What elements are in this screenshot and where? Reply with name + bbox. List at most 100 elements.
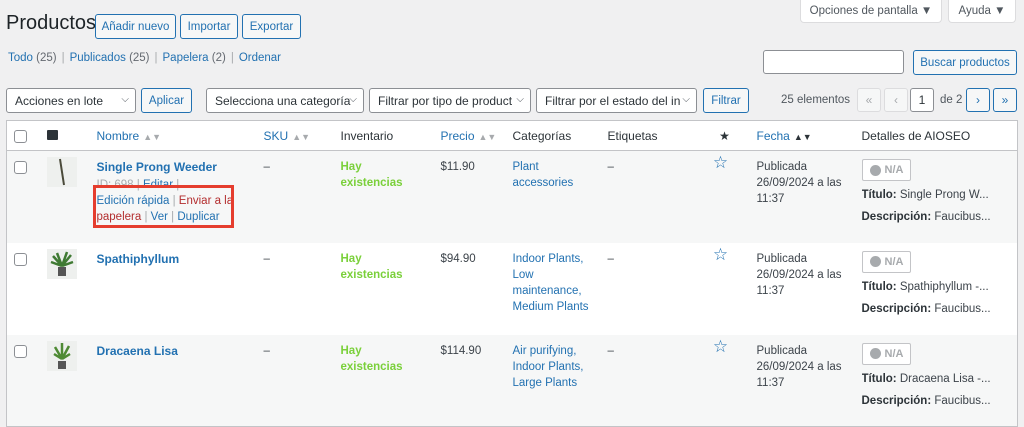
sku-cell: – — [255, 150, 333, 243]
row-checkbox[interactable] — [14, 161, 27, 174]
trash-link[interactable]: Enviar a la papelera — [96, 195, 234, 223]
view-published[interactable]: Publicados — [69, 52, 126, 64]
sort-date[interactable]: Fecha — [756, 128, 790, 143]
seo-title: Título: Spathiphyllum -... — [861, 280, 989, 293]
view-sort[interactable]: Ordenar — [238, 52, 282, 64]
filter-button[interactable]: Filtrar — [703, 88, 749, 113]
search-products-button[interactable]: Buscar productos — [913, 50, 1017, 75]
current-page-input[interactable]: 1 — [910, 88, 934, 112]
stock-status: Hay existencias — [340, 252, 403, 281]
seo-title: Título: Single Prong W... — [861, 189, 989, 201]
page-title: Productos — [6, 12, 97, 34]
total-pages: de 2 — [940, 94, 963, 106]
stock-status-value: Filtrar por el estado del in — [545, 93, 681, 108]
price-cell: $11.90 — [432, 150, 505, 243]
aioseo-icon — [869, 164, 881, 176]
help-button[interactable]: Ayuda ▼ — [948, 0, 1016, 23]
products-table: Nombre ▲▼ SKU ▲▼ Inventario Precio ▲▼ Categ… — [6, 120, 1018, 427]
row-checkbox[interactable] — [14, 252, 27, 266]
column-categories: Categorías — [504, 120, 600, 151]
sort-sku[interactable]: SKU — [263, 128, 289, 143]
aioseo-icon — [869, 348, 881, 359]
publish-date: 26/09/2024 a las 11:37 — [756, 177, 842, 205]
category-links[interactable]: Air purifying, Indoor Plants, Large Plan… — [512, 344, 584, 389]
aioseo-icon — [869, 256, 881, 267]
column-stock: Inventario — [332, 120, 433, 151]
tags-cell: – — [599, 334, 701, 427]
category-select[interactable]: Selecciona una categoría ⌵ — [206, 88, 364, 113]
table-row: Spathiphyllum – Hay existencias $94.90 Indoo… — [6, 242, 1018, 335]
view-count: (25) — [129, 52, 150, 64]
sort-name[interactable]: Nombre — [96, 128, 140, 143]
status-views: Todo (25) | Publicados (25) | Papelera (2) | O… — [8, 52, 282, 64]
seo-description: Descripción: Faucibus... — [861, 211, 991, 223]
stock-status: Hay existencias — [340, 344, 403, 373]
export-button[interactable]: Exportar — [242, 14, 301, 39]
product-thumbnail[interactable] — [46, 248, 77, 279]
screen-options-button[interactable]: Opciones de pantalla ▼ — [800, 0, 942, 23]
stock-status-select[interactable]: Filtrar por el estado del in ⌵ — [536, 88, 697, 113]
quick-edit-link[interactable]: Edición rápida — [96, 195, 170, 207]
stock-status: Hay existencias — [340, 161, 403, 189]
column-tags: Etiquetas — [599, 120, 701, 151]
price-cell: $114.90 — [432, 334, 505, 427]
featured-star-icon[interactable]: ☆ — [712, 153, 729, 172]
seo-description: Descripción: Faucibus... — [861, 394, 991, 407]
prev-page-button: ‹ — [884, 88, 908, 112]
search-input[interactable] — [763, 50, 904, 74]
duplicate-link[interactable]: Duplicar — [177, 211, 220, 223]
tags-cell: – — [599, 150, 701, 243]
image-icon — [46, 129, 58, 140]
column-seo: Detalles de AIOSEO — [853, 120, 1018, 151]
chevron-down-icon: ⌵ — [682, 94, 690, 105]
sort-icon: ▲▼ — [292, 131, 311, 142]
publish-date: 26/09/2024 a las 11:37 — [756, 360, 842, 389]
chevron-down-icon: ⌵ — [121, 94, 129, 105]
view-all[interactable]: Todo — [8, 52, 33, 64]
next-page-button[interactable]: › — [966, 88, 990, 112]
import-button[interactable]: Importar — [180, 14, 238, 39]
category-links[interactable]: Indoor Plants, Low maintenance, Medium P… — [512, 252, 589, 313]
sort-icon: ▲▼ — [143, 131, 162, 142]
add-new-button[interactable]: Añadir nuevo — [95, 14, 176, 39]
highlight-box — [93, 185, 234, 228]
sort-price[interactable]: Precio — [440, 128, 475, 143]
product-type-value: Filtrar por tipo de product — [378, 93, 513, 108]
view-count: (25) — [36, 52, 57, 64]
chevron-down-icon: ⌵ — [349, 94, 357, 105]
featured-star-icon: ★ — [700, 120, 749, 151]
sort-icon: ▲▼ — [793, 131, 812, 142]
view-count: (2) — [211, 52, 226, 64]
seo-title: Título: Dracaena Lisa -... — [861, 372, 991, 385]
view-trash[interactable]: Papelera — [162, 52, 209, 64]
seo-score-badge[interactable]: N/A — [861, 159, 912, 181]
publish-status: Publicada — [756, 161, 808, 173]
select-all-checkbox[interactable] — [14, 130, 27, 143]
row-checkbox[interactable] — [14, 344, 27, 358]
product-thumbnail[interactable] — [46, 340, 77, 371]
seo-score: N/A — [884, 255, 904, 268]
product-type-select[interactable]: Filtrar por tipo de product ⌵ — [369, 88, 531, 113]
apply-button[interactable]: Aplicar — [141, 88, 192, 113]
bulk-actions-value: Acciones en lote — [15, 93, 104, 108]
sku-cell: – — [255, 242, 333, 335]
seo-score-badge[interactable]: N/A — [861, 342, 912, 365]
view-link[interactable]: Ver — [150, 211, 168, 223]
category-links[interactable]: Plant accessories — [512, 161, 574, 189]
product-name-link[interactable]: Spathiphyllum — [96, 251, 180, 266]
publish-date: 26/09/2024 a las 11:37 — [756, 268, 842, 297]
last-page-button[interactable]: » — [993, 88, 1017, 112]
featured-star-icon[interactable]: ☆ — [712, 244, 729, 264]
bulk-actions-select[interactable]: Acciones en lote ⌵ — [6, 88, 136, 113]
sku-cell: – — [255, 334, 333, 427]
product-thumbnail[interactable] — [46, 157, 77, 187]
category-value: Selecciona una categoría — [215, 93, 351, 108]
seo-score-badge[interactable]: N/A — [861, 250, 912, 273]
featured-star-icon[interactable]: ☆ — [712, 336, 729, 356]
product-name-link[interactable]: Dracaena Lisa — [96, 343, 178, 358]
publish-status: Publicada — [756, 252, 808, 265]
seo-score: N/A — [884, 164, 904, 176]
table-row: Dracaena Lisa – Hay existencias $114.90 Air … — [6, 334, 1018, 427]
product-name-link[interactable]: Single Prong Weeder — [96, 160, 217, 174]
chevron-down-icon: ⌵ — [516, 94, 524, 105]
